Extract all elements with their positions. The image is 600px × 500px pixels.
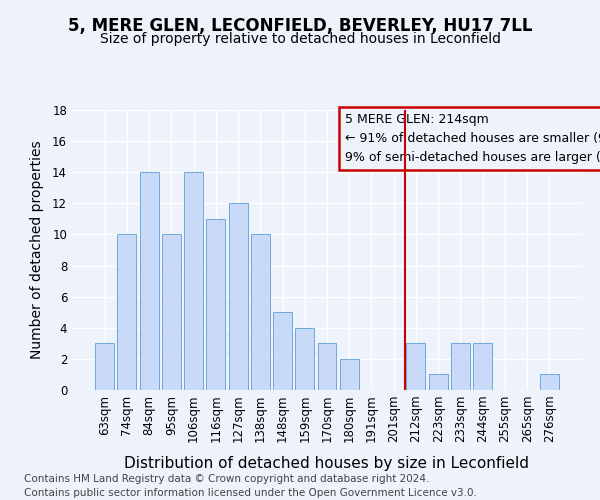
Bar bbox=[229, 204, 248, 390]
Bar bbox=[162, 234, 181, 390]
Bar bbox=[451, 344, 470, 390]
Text: Contains HM Land Registry data © Crown copyright and database right 2024.
Contai: Contains HM Land Registry data © Crown c… bbox=[24, 474, 477, 498]
Bar bbox=[340, 359, 359, 390]
Bar bbox=[118, 234, 136, 390]
Bar bbox=[473, 344, 492, 390]
Bar bbox=[251, 234, 270, 390]
Text: 5 MERE GLEN: 214sqm
← 91% of detached houses are smaller (98)
9% of semi-detache: 5 MERE GLEN: 214sqm ← 91% of detached ho… bbox=[345, 113, 600, 164]
Text: Size of property relative to detached houses in Leconfield: Size of property relative to detached ho… bbox=[100, 32, 500, 46]
Bar bbox=[184, 172, 203, 390]
Bar bbox=[317, 344, 337, 390]
Text: 5, MERE GLEN, LECONFIELD, BEVERLEY, HU17 7LL: 5, MERE GLEN, LECONFIELD, BEVERLEY, HU17… bbox=[68, 18, 532, 36]
Bar bbox=[273, 312, 292, 390]
Bar bbox=[295, 328, 314, 390]
Bar bbox=[540, 374, 559, 390]
Bar bbox=[140, 172, 158, 390]
Bar bbox=[206, 219, 225, 390]
Bar bbox=[429, 374, 448, 390]
Bar bbox=[406, 344, 425, 390]
Bar bbox=[95, 344, 114, 390]
Y-axis label: Number of detached properties: Number of detached properties bbox=[30, 140, 44, 360]
X-axis label: Distribution of detached houses by size in Leconfield: Distribution of detached houses by size … bbox=[125, 456, 530, 471]
